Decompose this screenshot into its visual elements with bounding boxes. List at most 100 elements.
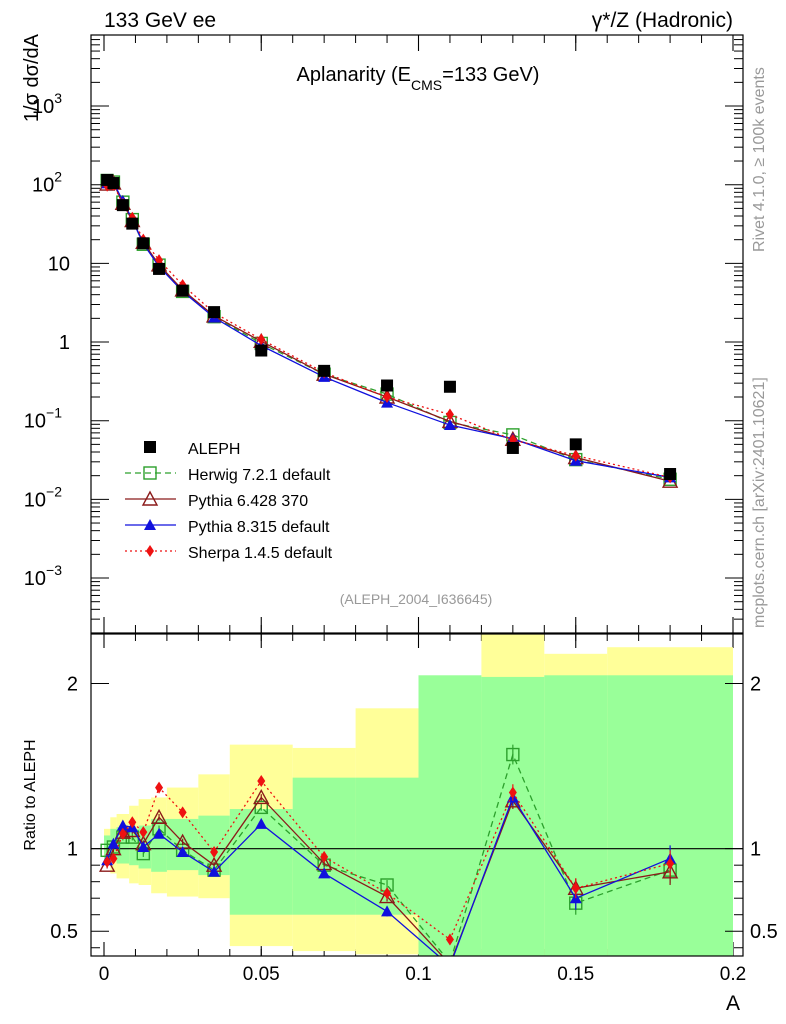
uncertainty-band-inner	[481, 676, 545, 956]
marker-square	[254, 800, 268, 815]
plot-title: Aplanarity (ECMS=133 GeV)	[297, 64, 540, 93]
marker-square	[443, 955, 457, 956]
y-tick-label: 1	[59, 332, 70, 354]
uncertainty-band-inner	[418, 675, 482, 956]
ratio-tick-label-left: 0.5	[50, 921, 78, 943]
marker-square-filled	[569, 438, 582, 451]
y-tick-label: 102	[32, 169, 62, 197]
marker-triangle-open	[449, 955, 451, 956]
marker-diamond	[320, 850, 329, 863]
legend-item-aleph: ALEPH	[144, 441, 240, 458]
y-tick-label: 10−1	[24, 405, 62, 433]
ratio-tick-label-left: 2	[67, 674, 78, 696]
series-line	[106, 179, 671, 480]
ratio-tick-label-right: 2	[750, 674, 761, 696]
marker-triangle-open	[141, 490, 159, 506]
marker-diamond	[383, 391, 392, 404]
marker-square	[506, 747, 520, 762]
uncertainty-band-inner	[129, 828, 139, 866]
marker-triangle	[116, 819, 129, 831]
marker-triangle-open	[253, 789, 270, 805]
series-0-main	[100, 173, 677, 486]
marker-triangle	[255, 817, 268, 829]
marker-square-filled	[318, 364, 331, 377]
marker-triangle	[153, 827, 166, 839]
marker-diamond	[445, 408, 454, 421]
series-1-main	[98, 174, 679, 488]
marker-diamond	[210, 845, 219, 858]
x-axis-label: A	[726, 992, 740, 1015]
marker-diamond	[118, 827, 127, 840]
legend-item-0: Herwig 7.2.1 default	[125, 466, 331, 484]
marker-square-filled	[137, 237, 150, 250]
marker-diamond	[257, 774, 266, 787]
y-tick-label: 10−3	[24, 562, 62, 590]
x-tick-label: 0.1	[405, 964, 431, 985]
aleph-data	[101, 173, 677, 481]
marker-triangle	[444, 960, 456, 971]
y-axis-label: 1/σ dσ/dA	[21, 33, 43, 122]
legend-item-3: Sherpa 1.4.5 default	[125, 545, 333, 562]
main-frame	[90, 34, 744, 634]
series-2-main	[101, 176, 677, 483]
marker-square-filled	[664, 468, 677, 481]
series-3-ratio	[103, 774, 675, 946]
marker-square-filled	[144, 441, 156, 453]
marker-diamond	[178, 806, 187, 819]
marker-diamond	[383, 887, 392, 900]
y-tick-label: 10	[48, 253, 70, 275]
marker-diamond	[155, 781, 164, 794]
marker-square-filled	[208, 306, 221, 319]
marker-triangle	[176, 845, 189, 857]
marker-triangle-open	[150, 808, 168, 824]
marker-square-filled	[126, 217, 139, 230]
marker-triangle-open	[661, 863, 679, 879]
marker-triangle	[107, 837, 120, 849]
ratio-tick-label-right: 0.5	[750, 921, 778, 943]
marker-triangle	[137, 841, 150, 853]
ratio-tick-label-left: 1	[67, 839, 78, 861]
title-end: =133 GeV)	[442, 64, 539, 86]
uncertainty-band-inner	[544, 675, 608, 956]
y-tick-label: 10−2	[24, 483, 62, 511]
ratio-y-axis-label: Ratio to ALEPH	[22, 739, 39, 850]
marker-square-filled	[116, 199, 129, 212]
rivet-label: Rivet 4.1.0, ≥ 100k events	[751, 67, 768, 252]
ratio-tick-label-right: 1	[750, 839, 761, 861]
x-tick-label: 0.2	[720, 964, 746, 985]
series-line	[107, 181, 671, 479]
marker-diamond	[571, 882, 580, 895]
uncertainty-band-inner	[607, 675, 733, 956]
y-tick-label: 103	[32, 90, 62, 118]
marker-square-filled	[381, 379, 394, 392]
header-left: 133 GeV ee	[104, 9, 216, 32]
title-main: Aplanarity (E	[297, 64, 412, 86]
legend-item-2: Pythia 8.315 default	[125, 519, 330, 536]
legend-item-1: Pythia 6.428 370	[125, 490, 308, 510]
marker-triangle	[443, 419, 456, 431]
header-right: γ*/Z (Hadronic)	[592, 9, 733, 32]
marker-diamond	[666, 857, 675, 870]
x-tick-label: 0	[99, 964, 110, 985]
marker-triangle	[318, 867, 331, 879]
ratio-panel: 0 0.05 0.1 0.15 0.20.5 0.51 12 2 Ratio to ALEPH	[22, 633, 778, 985]
series-line	[107, 182, 671, 482]
marker-diamond	[128, 816, 137, 829]
marker-diamond	[445, 933, 454, 946]
legend-label: Pythia 6.428 370	[188, 493, 308, 510]
marker-triangle	[144, 519, 156, 530]
title-sub: CMS	[411, 77, 442, 93]
analysis-tag: (ALEPH_2004_I636645)	[340, 591, 493, 607]
marker-diamond	[109, 852, 118, 865]
marker-square-filled	[176, 284, 189, 297]
legend-label: ALEPH	[188, 441, 240, 458]
x-tick-label: 0.05	[243, 964, 280, 985]
marker-diamond	[508, 786, 517, 799]
marker-square-filled	[506, 441, 519, 454]
uncertainty-band-inner	[292, 777, 356, 915]
marker-diamond	[103, 855, 112, 868]
marker-triangle	[381, 905, 394, 917]
marker-diamond	[139, 826, 148, 839]
